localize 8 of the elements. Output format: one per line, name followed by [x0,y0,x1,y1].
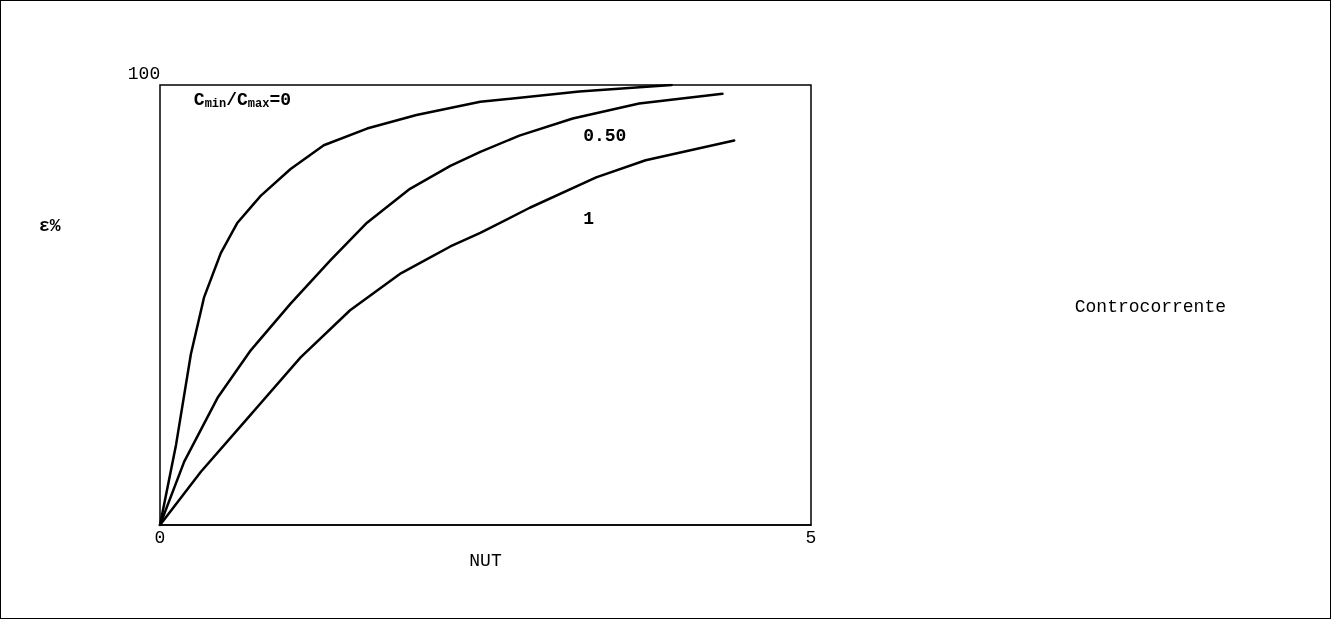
text: 100 [127,64,161,84]
series-label: 0.50 [583,125,627,146]
x-axis-title: NUT [469,550,502,571]
series-label: 1 [583,209,595,230]
x-tick-label: 5 [805,528,817,548]
text: Controcorrente [1074,297,1226,317]
x-tick-label: 0 [154,528,166,548]
text: ε% [39,216,61,236]
